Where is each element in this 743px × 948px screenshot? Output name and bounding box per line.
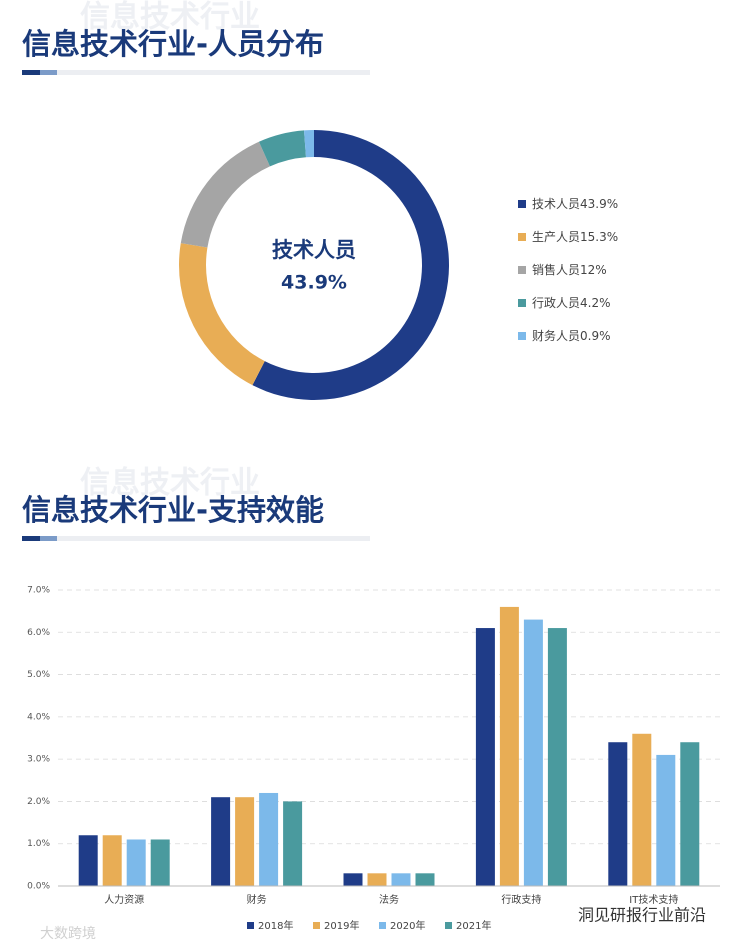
bar bbox=[523, 619, 543, 886]
legend-label: 2018年 bbox=[258, 919, 293, 932]
legend-swatch bbox=[518, 266, 526, 274]
center-value: 43.9% bbox=[281, 272, 347, 294]
legend-swatch bbox=[518, 299, 526, 307]
title-rule bbox=[40, 536, 57, 541]
bar bbox=[211, 797, 231, 886]
donut-slice bbox=[258, 130, 307, 167]
bar bbox=[608, 742, 628, 886]
legend-value: 4.2% bbox=[580, 296, 611, 310]
section-title: 信息技术行业-支持效能 bbox=[22, 493, 324, 527]
bar bbox=[499, 606, 519, 886]
legend-name: 销售人员 bbox=[532, 262, 580, 277]
legend-swatch bbox=[518, 200, 526, 208]
bar bbox=[283, 801, 303, 886]
donut-slice bbox=[304, 130, 314, 158]
center-label: 技术人员 bbox=[272, 238, 356, 262]
legend-value: 43.9% bbox=[580, 197, 618, 211]
bar bbox=[78, 835, 98, 886]
x-tick-label: 行政支持 bbox=[501, 893, 541, 906]
legend-swatch bbox=[379, 922, 386, 929]
legend-swatch bbox=[518, 332, 526, 340]
donut-slice bbox=[252, 130, 449, 400]
legend-swatch bbox=[313, 922, 320, 929]
y-tick-label: 0.0% bbox=[27, 882, 50, 892]
y-tick-label: 3.0% bbox=[27, 755, 50, 765]
y-tick-label: 4.0% bbox=[27, 712, 50, 722]
y-tick-label: 1.0% bbox=[27, 839, 50, 849]
donut-slice bbox=[180, 141, 270, 248]
legend-label: 2021年 bbox=[456, 919, 491, 932]
bar bbox=[259, 792, 279, 886]
bar bbox=[656, 754, 676, 886]
legend-label: 2019年 bbox=[324, 919, 359, 932]
legend-swatch bbox=[518, 233, 526, 241]
legend-name: 生产人员 bbox=[532, 230, 580, 244]
title-rule bbox=[22, 70, 370, 75]
x-tick-label: 人力资源 bbox=[104, 893, 144, 906]
bar bbox=[391, 873, 411, 886]
bar bbox=[126, 839, 146, 886]
legend-swatch bbox=[247, 922, 254, 929]
donut-slice bbox=[179, 243, 265, 386]
legend-value: 12% bbox=[580, 263, 607, 277]
legend-name: 技术人员 bbox=[532, 197, 580, 211]
title-rule bbox=[22, 536, 370, 541]
y-tick-label: 7.0% bbox=[27, 586, 50, 596]
bar bbox=[632, 733, 652, 886]
legend-label: 2020年 bbox=[390, 919, 425, 932]
legend-name: 财务人员 bbox=[532, 328, 580, 343]
bar bbox=[102, 835, 122, 886]
header-watermark: 信息技术行业 bbox=[80, 0, 260, 35]
section-title: 信息技术行业-人员分布 bbox=[22, 27, 324, 61]
x-tick-label: IT技术支持 bbox=[629, 893, 678, 906]
legend-label: 技术人员43.9% bbox=[532, 197, 618, 211]
y-tick-label: 2.0% bbox=[27, 797, 50, 807]
legend-label: 行政人员4.2% bbox=[532, 296, 611, 310]
y-tick-label: 6.0% bbox=[27, 628, 50, 638]
watermark: 洞见研报行业前沿 bbox=[578, 906, 706, 925]
title-rule bbox=[40, 70, 57, 75]
bar bbox=[367, 873, 387, 886]
legend-label: 财务人员0.9% bbox=[532, 328, 611, 343]
bar bbox=[415, 873, 435, 886]
header-watermark: 信息技术行业 bbox=[80, 466, 260, 501]
legend-swatch bbox=[445, 922, 452, 929]
bar bbox=[547, 628, 567, 886]
title-rule bbox=[22, 70, 40, 75]
bar bbox=[680, 742, 700, 886]
title-rule bbox=[22, 536, 40, 541]
legend-value: 15.3% bbox=[580, 230, 618, 244]
bar bbox=[475, 628, 495, 886]
y-tick-label: 5.0% bbox=[27, 670, 50, 680]
legend-label: 销售人员12% bbox=[532, 262, 607, 277]
bar bbox=[343, 873, 363, 886]
bar bbox=[235, 797, 255, 886]
legend-value: 0.9% bbox=[580, 329, 611, 343]
legend-name: 行政人员 bbox=[532, 296, 580, 310]
x-tick-label: 财务 bbox=[247, 893, 267, 906]
legend-label: 生产人员15.3% bbox=[532, 230, 618, 244]
bar bbox=[150, 839, 170, 886]
x-tick-label: 法务 bbox=[379, 893, 399, 906]
watermark: 大数跨境 bbox=[40, 926, 96, 942]
